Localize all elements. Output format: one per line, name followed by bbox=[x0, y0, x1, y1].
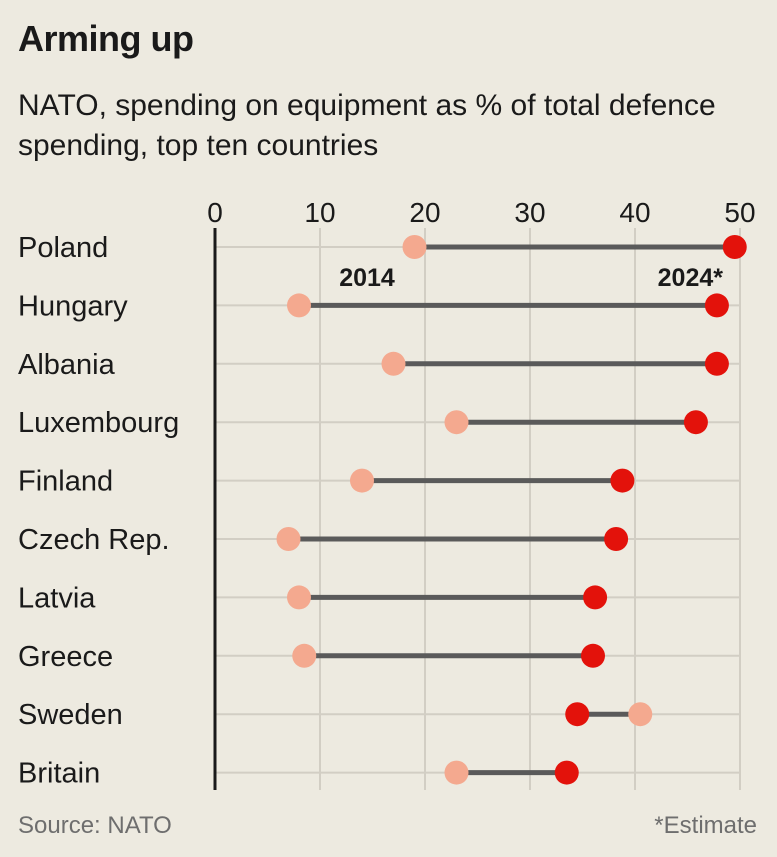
dot-2024-britain bbox=[554, 760, 579, 785]
tick-label-40: 40 bbox=[619, 197, 650, 228]
x-axis-tick-labels: 0 10 20 30 40 50 bbox=[207, 197, 755, 228]
legend-label-2024: 2024* bbox=[658, 264, 724, 292]
estimate-footnote: *Estimate bbox=[654, 812, 757, 839]
country-label-britain: Britain bbox=[18, 758, 100, 790]
legend-label-2014: 2014 bbox=[339, 264, 395, 292]
legend: 2014 2024* bbox=[339, 264, 723, 292]
tick-label-0: 0 bbox=[207, 197, 223, 228]
country-label-albania: Albania bbox=[18, 349, 116, 381]
country-label-hungary: Hungary bbox=[18, 290, 128, 322]
tick-label-20: 20 bbox=[409, 197, 440, 228]
dot-2014-albania bbox=[381, 351, 406, 376]
dot-2024-poland bbox=[722, 235, 747, 259]
tick-label-30: 30 bbox=[514, 197, 545, 228]
dot-2024-greece bbox=[581, 643, 605, 668]
dot-2024-albania bbox=[704, 351, 729, 376]
dot-2014-poland bbox=[402, 235, 427, 259]
dot-2024-luxembourg bbox=[683, 410, 708, 435]
dot-2014-czech-rep bbox=[276, 527, 301, 551]
chart-subtitle: NATO, spending on equipment as % of tota… bbox=[18, 89, 716, 162]
dot-2014-finland bbox=[350, 468, 374, 493]
dot-2014-latvia bbox=[287, 585, 311, 610]
country-rows: Poland Hungary Albania Luxembourg Finland Cze… bbox=[18, 232, 747, 790]
country-label-luxembourg: Luxembourg bbox=[18, 407, 179, 439]
dot-2024-latvia bbox=[583, 585, 608, 610]
dot-2024-czech-rep bbox=[604, 527, 629, 551]
country-label-latvia: Latvia bbox=[18, 582, 96, 614]
chart-title: Arming up bbox=[18, 18, 194, 59]
dot-2014-luxembourg bbox=[444, 410, 469, 435]
dot-2024-hungary bbox=[704, 293, 729, 318]
tick-label-10: 10 bbox=[304, 197, 335, 228]
country-label-czech-rep: Czech Rep. bbox=[18, 524, 170, 556]
dot-2014-greece bbox=[292, 643, 317, 668]
dot-2014-hungary bbox=[287, 293, 311, 318]
tick-label-50: 50 bbox=[724, 197, 755, 228]
country-label-finland: Finland bbox=[18, 466, 113, 498]
dot-2024-finland bbox=[610, 468, 635, 493]
dot-2014-sweden bbox=[628, 702, 653, 727]
country-label-greece: Greece bbox=[18, 641, 113, 673]
country-label-poland: Poland bbox=[18, 232, 108, 264]
dot-2024-sweden bbox=[565, 702, 590, 727]
country-label-sweden: Sweden bbox=[18, 699, 123, 731]
source-note: Source: NATO bbox=[18, 812, 172, 839]
dot-2014-britain bbox=[444, 760, 469, 785]
